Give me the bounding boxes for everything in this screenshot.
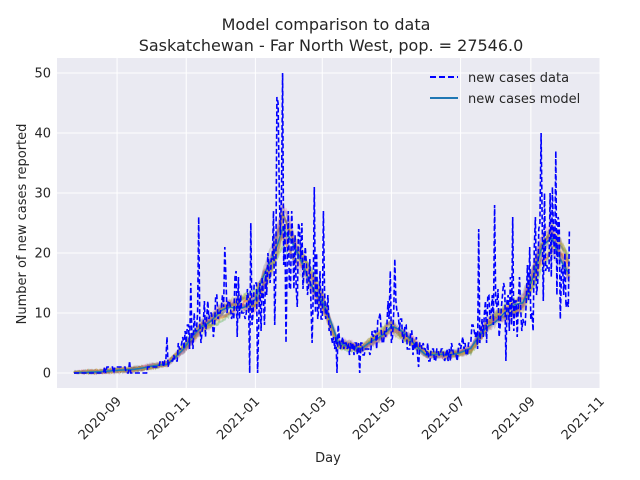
y-tick-label: 20 — [34, 247, 51, 262]
y-tick-label: 10 — [34, 307, 51, 322]
legend-data-label: new cases data — [468, 71, 569, 86]
y-tick-label: 30 — [34, 187, 51, 202]
legend: new cases data new cases model — [430, 71, 580, 107]
chart-title: Model comparison to data — [222, 15, 431, 34]
y-axis: 0 10 20 30 40 50 — [34, 67, 51, 382]
y-axis-label: Number of new cases reported — [15, 124, 30, 325]
data-series-group — [74, 72, 571, 374]
plot-area — [57, 58, 600, 388]
chart-subtitle: Saskatchewan - Far North West, pop. = 27… — [139, 36, 524, 55]
legend-model-label: new cases model — [468, 92, 580, 107]
y-tick-label: 50 — [34, 67, 51, 82]
data-series-line — [74, 72, 571, 374]
x-axis-label: Day — [315, 451, 341, 466]
y-tick-label: 40 — [34, 127, 51, 142]
y-tick-label: 0 — [43, 367, 51, 382]
